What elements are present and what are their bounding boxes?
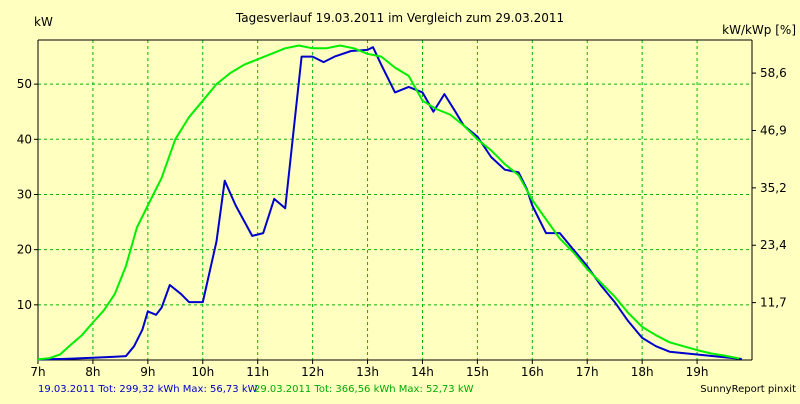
x-tick-label: 16h — [521, 365, 544, 379]
x-tick-label: 10h — [191, 365, 214, 379]
x-tick-label: 12h — [301, 365, 324, 379]
series-layer — [37, 44, 742, 361]
y-tick-label-left: 20 — [17, 243, 32, 257]
x-tick-label: 18h — [631, 365, 654, 379]
chart-title: Tagesverlauf 19.03.2011 im Vergleich zum… — [235, 11, 564, 25]
y-tick-label-left: 30 — [17, 187, 32, 201]
y-axis-label-left: kW — [34, 15, 53, 29]
y-tick-label-right: 23,4 — [760, 238, 787, 252]
y-tick-label-right: 46,9 — [760, 123, 787, 137]
x-tick-label: 8h — [85, 365, 100, 379]
y-axis-label-right: kW/kWp [%] — [722, 23, 796, 37]
x-tick-label: 9h — [140, 365, 155, 379]
y-tick-label-left: 50 — [17, 77, 32, 91]
x-tick-label: 17h — [576, 365, 599, 379]
y-tick-label-right: 11,7 — [760, 296, 787, 310]
x-tick-label: 13h — [356, 365, 379, 379]
y-tick-label-right: 58,6 — [760, 66, 787, 80]
series-line-2 — [37, 44, 740, 361]
axis-layer — [37, 39, 753, 361]
footer-credit: SunnyReport pinxit — [700, 384, 796, 395]
x-tick-label: 15h — [466, 365, 489, 379]
y-tick-label-left: 10 — [17, 298, 32, 312]
footer-series2: 29.03.2011 Tot: 366,56 kWh Max: 52,73 kW — [254, 384, 474, 395]
x-tick-label: 14h — [411, 365, 434, 379]
x-tick-label: 7h — [30, 365, 45, 379]
x-tick-label: 11h — [246, 365, 269, 379]
series-line-1 — [37, 46, 742, 361]
y-tick-label-left: 40 — [17, 132, 32, 146]
y-tick-label-right: 35,2 — [760, 181, 787, 195]
grid-layer — [38, 40, 752, 360]
x-tick-label: 19h — [686, 365, 709, 379]
ticks-layer: 7h 8h 9h 10h 11h 12h 13h 14h 15h 16h 17h 18h 19h 10 20… — [17, 66, 787, 379]
footer-series1: 19.03.2011 Tot: 299,32 kWh Max: 56,73 kW — [38, 384, 258, 395]
